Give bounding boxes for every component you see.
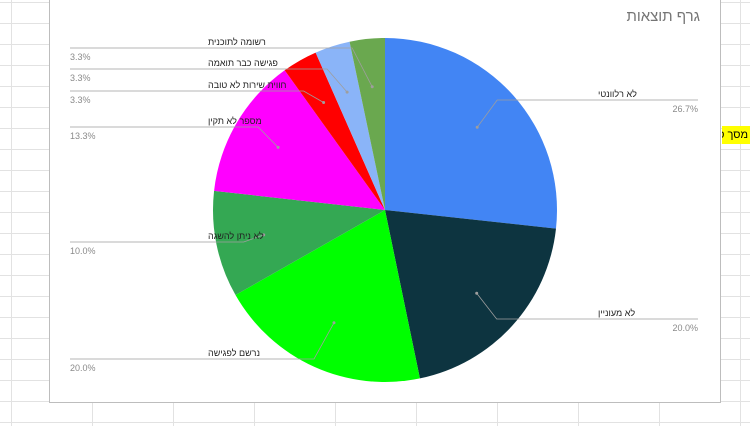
pie-slice[interactable] bbox=[284, 52, 385, 210]
leader-lines bbox=[70, 47, 698, 360]
pie-slice[interactable] bbox=[214, 70, 385, 210]
leader-line bbox=[70, 47, 373, 87]
leader-line bbox=[70, 126, 279, 148]
slice-label: נרשם לפגישה bbox=[208, 348, 260, 358]
slice-label: רשומה לתוכנית bbox=[208, 37, 266, 47]
leader-line bbox=[476, 293, 698, 320]
chart-title: גרף תוצאות bbox=[626, 8, 700, 25]
slice-label: לא רלוונטי bbox=[598, 89, 637, 99]
slice-label: פגישה כבר תואמה bbox=[208, 58, 278, 68]
slice-percent-label: 3.3% bbox=[70, 95, 91, 105]
leader-line bbox=[70, 234, 264, 243]
slice-label: לא מעוניין bbox=[598, 308, 635, 318]
slice-percent-label: 13.3% bbox=[70, 131, 96, 141]
pie-slice[interactable] bbox=[213, 190, 385, 296]
pie-slice[interactable] bbox=[349, 38, 385, 210]
slice-percent-label: 3.3% bbox=[70, 52, 91, 62]
slice-label: מספר לא תקין bbox=[208, 116, 262, 126]
slice-percent-label: 3.3% bbox=[70, 73, 91, 83]
leader-line bbox=[70, 322, 335, 360]
slice-label: לא ניתן להשגה bbox=[208, 231, 264, 241]
slice-percent-label: 20.0% bbox=[70, 363, 96, 373]
leader-line bbox=[70, 68, 348, 93]
slice-percent-label: 10.0% bbox=[70, 246, 96, 256]
leader-line bbox=[70, 90, 324, 103]
slice-percent-label: 20.0% bbox=[672, 323, 698, 333]
slice-label: חווית שירות לא טובה bbox=[208, 80, 287, 90]
leader-line bbox=[476, 99, 698, 128]
pie-slice[interactable] bbox=[385, 38, 558, 229]
highlighted-cell[interactable]: מסך סיום bbox=[722, 126, 750, 144]
pie-slices bbox=[213, 38, 558, 382]
slice-percent-label: 26.7% bbox=[672, 104, 698, 114]
pie-slice[interactable] bbox=[315, 41, 385, 210]
pie-slice[interactable] bbox=[235, 210, 420, 382]
slice-labels: לא רלוונטי 26.7% לא מעוניין 20.0% נרשם לפגיש… bbox=[70, 37, 698, 373]
pie-slice[interactable] bbox=[385, 210, 556, 379]
